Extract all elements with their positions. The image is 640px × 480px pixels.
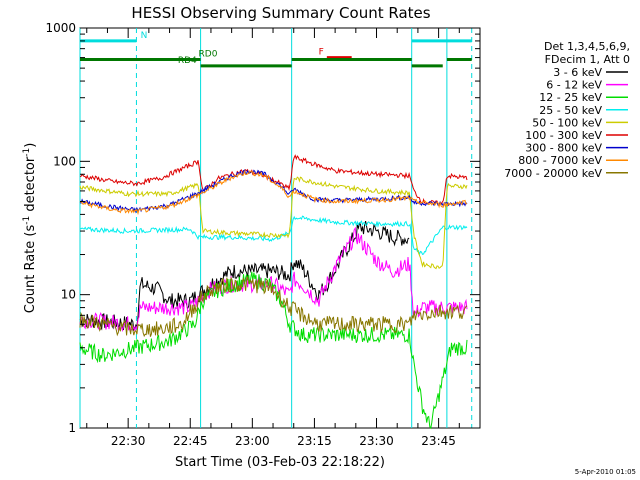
series-line (79, 220, 410, 332)
series-line (79, 226, 468, 333)
x-tick-label: 22:30 (111, 434, 146, 448)
y-tick-label: 100 (53, 154, 76, 168)
series-line (79, 271, 468, 430)
legend-header: Det 1,3,4,5,6,9, (544, 40, 630, 53)
x-tick-label: 23:15 (297, 434, 332, 448)
legend-label: 100 - 300 keV (525, 129, 602, 142)
y-axis-label: Count Rate (s-1 detector-1) (22, 143, 38, 314)
legend-label: 12 - 25 keV (539, 91, 602, 104)
series-line (79, 176, 468, 270)
y-tick-label: 10 (61, 288, 76, 302)
x-tick-label: 22:45 (173, 434, 208, 448)
series-line (79, 169, 468, 216)
plot-frame (79, 27, 481, 429)
x-axis: 22:30 22:45 23:00 23:15 23:30 23:45 (86, 28, 481, 448)
legend-label: 300 - 800 keV (525, 142, 602, 155)
x-tick-label: 23:45 (421, 434, 456, 448)
chart-title: HESSI Observing Summary Count Rates (131, 4, 430, 22)
legend-header: FDecim 1, Att 0 (545, 53, 630, 66)
flag-bar-label: RD4 (178, 56, 197, 66)
legend-label: 7000 - 20000 keV (504, 167, 602, 180)
y-axis: 1 10 100 1000 (45, 21, 480, 435)
y-tick-label: 1000 (45, 21, 76, 35)
legend: Det 1,3,4,5,6,9,FDecim 1, Att 03 - 6 keV… (504, 40, 630, 180)
x-tick-label: 23:30 (359, 434, 394, 448)
flag-bar-label: F (319, 48, 324, 58)
flag-bar-label: RD0 (199, 50, 218, 60)
legend-label: 6 - 12 keV (546, 79, 602, 92)
data-series (79, 154, 468, 430)
legend-label: 800 - 7000 keV (518, 154, 602, 167)
x-axis-label: Start Time (03-Feb-03 22:18:22) (175, 455, 385, 470)
legend-label: 3 - 6 keV (553, 66, 602, 79)
vertical-markers (79, 28, 473, 428)
flag-bar-label: N (141, 31, 148, 41)
legend-label: 50 - 100 keV (532, 116, 602, 129)
y-tick-label: 1 (68, 421, 76, 435)
series-line (79, 276, 468, 338)
footer-date: 5-Apr-2010 01:05 (575, 468, 636, 476)
series-line (79, 215, 468, 256)
x-tick-label: 23:00 (235, 434, 270, 448)
legend-label: 25 - 50 keV (539, 104, 602, 117)
series-line (79, 154, 468, 206)
